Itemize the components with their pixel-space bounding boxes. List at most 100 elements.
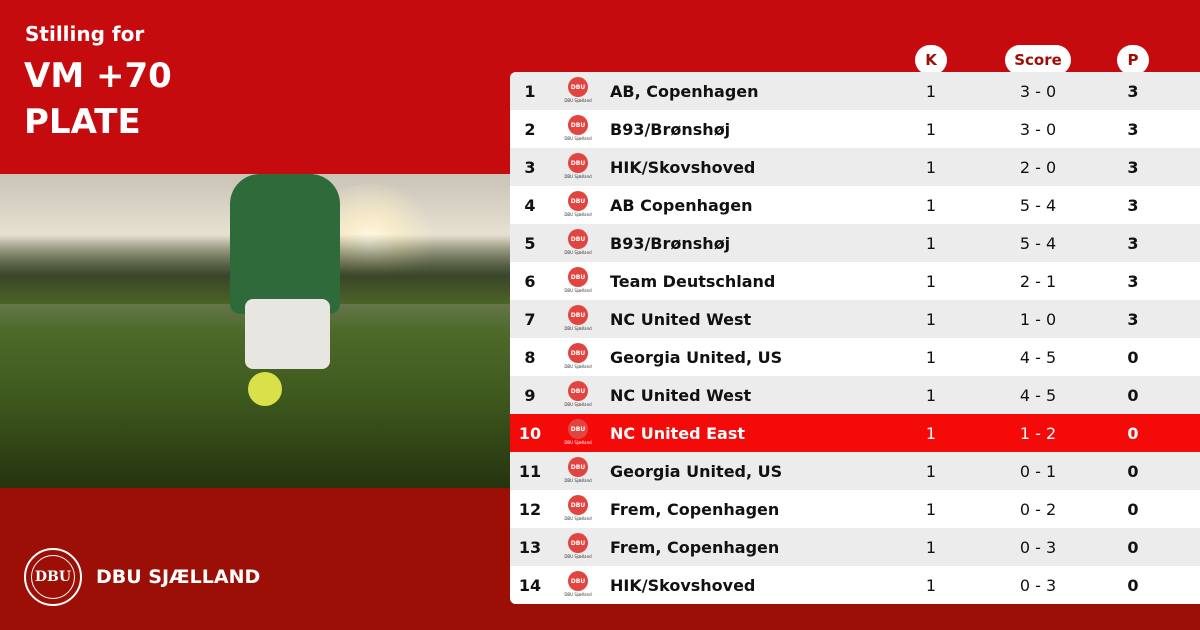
table-row: 2 DBU DBU Sjælland B93/Brønshøj 1 3 - 0 3 (510, 110, 1200, 148)
team-name: NC United West (610, 309, 752, 329)
matches-played: 1 (925, 309, 937, 329)
table-row: 11 DBU DBU Sjælland Georgia United, US 1 … (510, 452, 1200, 490)
table-row: 12 DBU DBU Sjælland Frem, Copenhagen 1 0 … (510, 490, 1200, 528)
team-name: B93/Brønshøj (610, 233, 731, 253)
column-header-score: Score (1005, 45, 1071, 75)
football-photo (0, 174, 510, 488)
subtitle: Stilling for (25, 22, 145, 46)
logo-caption: DBU Sjælland (564, 174, 592, 179)
points: 3 (1127, 271, 1139, 291)
player-shorts (245, 299, 330, 369)
rank: 12 (518, 499, 542, 519)
points: 3 (1127, 119, 1139, 139)
club-logo-icon: DBU DBU Sjælland (564, 229, 592, 255)
rank: 10 (518, 423, 542, 443)
logo-caption: DBU Sjælland (564, 212, 592, 217)
club-logo-icon: DBU DBU Sjælland (564, 267, 592, 293)
team-name: HIK/Skovshoved (610, 575, 756, 595)
table-row: 10 DBU DBU Sjælland NC United East 1 1 - … (510, 414, 1200, 452)
points: 0 (1127, 423, 1139, 443)
matches-played: 1 (925, 271, 937, 291)
logo-caption: DBU Sjælland (564, 440, 592, 445)
team-name: NC United West (610, 385, 752, 405)
column-header-k: K (915, 45, 947, 75)
matches-played: 1 (925, 461, 937, 481)
club-logo-icon: DBU DBU Sjælland (564, 77, 592, 103)
table-row: 3 DBU DBU Sjælland HIK/Skovshoved 1 2 - 0… (510, 148, 1200, 186)
score: 0 - 3 (1019, 575, 1057, 595)
matches-played: 1 (925, 347, 937, 367)
table-row: 13 DBU DBU Sjælland Frem, Copenhagen 1 0 … (510, 528, 1200, 566)
score: 0 - 3 (1019, 537, 1057, 557)
score: 0 - 2 (1019, 499, 1057, 519)
rank: 4 (524, 195, 536, 215)
score: 3 - 0 (1019, 81, 1057, 101)
points: 0 (1127, 499, 1139, 519)
table-row: 1 DBU DBU Sjælland AB, Copenhagen 1 3 - 0… (510, 72, 1200, 110)
matches-played: 1 (925, 385, 937, 405)
column-header-p: P (1117, 45, 1149, 75)
points: 0 (1127, 461, 1139, 481)
logo-caption: DBU Sjælland (564, 592, 592, 597)
team-name: Frem, Copenhagen (610, 499, 780, 519)
table-row: 14 DBU DBU Sjælland HIK/Skovshoved 1 0 - … (510, 566, 1200, 604)
brand-name: DBU SJÆLLAND (96, 566, 261, 588)
matches-played: 1 (925, 157, 937, 177)
rank: 8 (524, 347, 536, 367)
club-logo-icon: DBU DBU Sjælland (564, 457, 592, 483)
club-logo-icon: DBU DBU Sjælland (564, 115, 592, 141)
points: 0 (1127, 347, 1139, 367)
club-logo-icon: DBU DBU Sjælland (564, 153, 592, 179)
matches-played: 1 (925, 537, 937, 557)
team-name: Georgia United, US (610, 461, 783, 481)
table-row: 5 DBU DBU Sjælland B93/Brønshøj 1 5 - 4 3 (510, 224, 1200, 262)
points: 0 (1127, 575, 1139, 595)
matches-played: 1 (925, 233, 937, 253)
rank: 6 (524, 271, 536, 291)
table-row: 7 DBU DBU Sjælland NC United West 1 1 - 0… (510, 300, 1200, 338)
logo-caption: DBU Sjælland (564, 98, 592, 103)
score: 3 - 0 (1019, 119, 1057, 139)
rank: 11 (518, 461, 542, 481)
club-logo-icon: DBU DBU Sjælland (564, 343, 592, 369)
standings-table: 1 DBU DBU Sjælland AB, Copenhagen 1 3 - 0… (510, 72, 1200, 604)
logo-caption: DBU Sjælland (564, 516, 592, 521)
rank: 5 (524, 233, 536, 253)
rank: 3 (524, 157, 536, 177)
team-name: Georgia United, US (610, 347, 783, 367)
team-name: Frem, Copenhagen (610, 537, 780, 557)
team-name: AB, Copenhagen (610, 81, 759, 101)
table-row: 9 DBU DBU Sjælland NC United West 1 4 - 5… (510, 376, 1200, 414)
rank: 13 (518, 537, 542, 557)
dbu-seal-logo: DBU (24, 548, 82, 606)
points: 0 (1127, 385, 1139, 405)
team-name: AB Copenhagen (610, 195, 753, 215)
rank: 9 (524, 385, 536, 405)
points: 3 (1127, 309, 1139, 329)
matches-played: 1 (925, 119, 937, 139)
points: 3 (1127, 81, 1139, 101)
matches-played: 1 (925, 423, 937, 443)
brand: DBU DBU SJÆLLAND (24, 548, 260, 606)
score: 1 - 2 (1019, 423, 1057, 443)
team-name: HIK/Skovshoved (610, 157, 756, 177)
team-name: Team Deutschland (610, 271, 776, 291)
score: 1 - 0 (1019, 309, 1057, 329)
score: 4 - 5 (1019, 385, 1057, 405)
team-name: B93/Brønshøj (610, 119, 731, 139)
football (248, 372, 282, 406)
logo-caption: DBU Sjælland (564, 326, 592, 331)
points: 3 (1127, 157, 1139, 177)
score: 5 - 4 (1019, 195, 1057, 215)
player (230, 174, 340, 314)
club-logo-icon: DBU DBU Sjælland (564, 533, 592, 559)
club-logo-icon: DBU DBU Sjælland (564, 305, 592, 331)
logo-caption: DBU Sjælland (564, 136, 592, 141)
score: 4 - 5 (1019, 347, 1057, 367)
club-logo-icon: DBU DBU Sjælland (564, 495, 592, 521)
team-name: NC United East (610, 423, 745, 443)
rank: 2 (524, 119, 536, 139)
logo-caption: DBU Sjælland (564, 250, 592, 255)
logo-caption: DBU Sjælland (564, 554, 592, 559)
rank: 1 (524, 81, 536, 101)
